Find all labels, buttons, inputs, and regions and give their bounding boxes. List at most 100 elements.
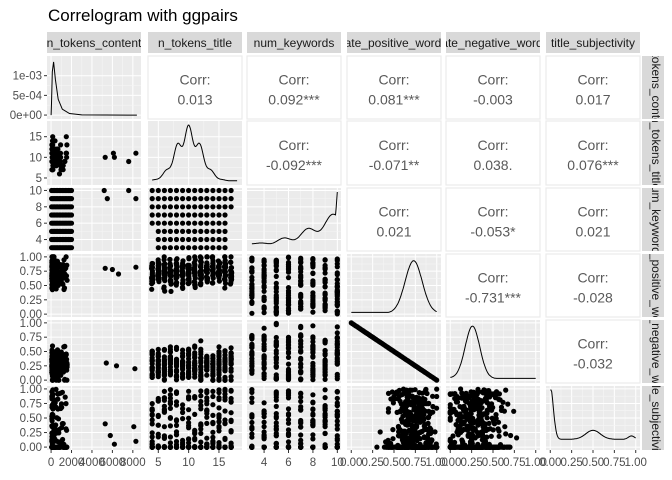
scatter-point	[173, 444, 180, 450]
scatter-point	[249, 444, 255, 450]
scatter-point	[132, 366, 138, 372]
density-line	[251, 191, 338, 245]
correlation-value: -0.003	[473, 92, 513, 108]
correlation-label: Corr:	[577, 137, 608, 153]
scatter-point	[411, 427, 417, 433]
scatter-point	[285, 295, 292, 301]
scatter-point	[63, 254, 69, 260]
scatter-point	[222, 245, 228, 251]
column-strip-label: title_subjectivity	[551, 36, 635, 50]
scatter-point	[249, 424, 255, 430]
scatter-point	[133, 264, 139, 270]
scatter-point	[161, 365, 167, 371]
scatter-point	[390, 436, 396, 442]
scatter-point	[173, 346, 180, 352]
scatter-point	[192, 374, 198, 380]
scatter-point	[410, 418, 416, 424]
y-tick-label: 4	[36, 235, 43, 247]
scatter-point	[57, 362, 63, 368]
scatter-point	[334, 309, 340, 315]
scatter-point	[210, 267, 216, 273]
scatter-point	[52, 400, 58, 406]
scatter-point	[64, 444, 70, 450]
scatter-point	[186, 388, 192, 394]
scatter-point	[173, 438, 180, 445]
scatter-point	[161, 373, 167, 379]
row-strip: rate_negative_words	[642, 320, 664, 383]
scatter-point	[285, 439, 292, 445]
scatter-point	[322, 352, 328, 358]
scatter-point	[149, 417, 155, 423]
scatter-point	[210, 245, 216, 251]
scatter-point	[425, 420, 431, 426]
scatter-point	[477, 402, 483, 409]
scatter-point	[155, 353, 161, 359]
scatter-point	[210, 444, 216, 450]
scatter-point	[416, 401, 422, 407]
scatter-point	[161, 212, 167, 218]
scatter-point	[249, 310, 255, 316]
scatter-point	[168, 288, 174, 294]
scatter-point	[133, 150, 139, 156]
scatter-point	[490, 427, 496, 433]
correlation-panel-bg	[545, 55, 641, 120]
scatter-point	[298, 274, 304, 280]
scatter-point	[198, 228, 204, 234]
scatter-point	[273, 376, 279, 382]
scatter-point	[68, 228, 75, 234]
scatter-point	[204, 360, 210, 366]
scatter-point	[174, 280, 180, 286]
scatter-point	[180, 409, 186, 416]
scatter-point	[334, 324, 340, 330]
y-tick-label: 5	[36, 173, 42, 185]
scatter-point	[298, 264, 304, 270]
scatter-point	[322, 444, 328, 450]
scatter-point	[174, 256, 180, 262]
scatter-point	[133, 196, 139, 202]
scatter-point	[51, 437, 57, 444]
scatter-point	[222, 277, 228, 283]
scatter-point	[249, 258, 255, 264]
scatter-point	[57, 150, 64, 156]
scatter-point	[460, 393, 466, 399]
correlation-panel-bg	[246, 55, 342, 120]
scatter-point	[310, 303, 316, 309]
y-tick-label: 15	[29, 132, 42, 144]
scatter-point	[53, 163, 60, 169]
scatter-point	[198, 274, 204, 280]
scatter-point	[167, 387, 173, 393]
scatter-point	[285, 350, 292, 356]
scatter-point	[51, 424, 57, 430]
scatter-point	[149, 271, 155, 277]
scatter-point	[204, 196, 210, 202]
scatter-point	[161, 360, 167, 366]
scatter-point	[322, 387, 328, 393]
scatter-point	[180, 220, 186, 226]
scatter-point	[385, 406, 392, 412]
scatter-point	[498, 404, 505, 410]
correlation-panel: Corr: 0.092***	[246, 55, 342, 120]
scatter-point	[310, 363, 316, 369]
scatter-point	[383, 439, 389, 445]
y-tick-label: 0.00	[20, 442, 42, 454]
scatter-point	[249, 368, 255, 374]
scatter-point	[210, 271, 216, 277]
scatter-point	[228, 345, 234, 351]
scatter-point	[180, 258, 186, 264]
scatter-point	[222, 270, 228, 276]
scatter-point	[54, 415, 60, 421]
scatter-point	[210, 393, 216, 400]
scatter-point	[149, 212, 155, 218]
scatter-point	[228, 204, 234, 210]
scatter-point	[204, 408, 210, 414]
y-tick-label: 5e-04	[13, 90, 43, 102]
scatter-point	[374, 444, 380, 450]
scatter-point	[54, 429, 60, 436]
correlation-label: Corr:	[378, 137, 409, 153]
scatter-point	[447, 436, 453, 442]
scatter-point	[249, 277, 255, 283]
scatter-point	[468, 406, 474, 412]
scatter-point	[51, 444, 57, 450]
scatter-point	[204, 367, 210, 373]
scatter-point	[457, 411, 463, 417]
